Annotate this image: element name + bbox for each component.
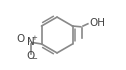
Text: O: O — [27, 51, 35, 61]
Text: O: O — [17, 34, 25, 44]
Text: +: + — [31, 35, 37, 41]
Text: −: − — [31, 56, 37, 62]
Text: OH: OH — [90, 18, 106, 28]
Text: N: N — [27, 37, 35, 47]
